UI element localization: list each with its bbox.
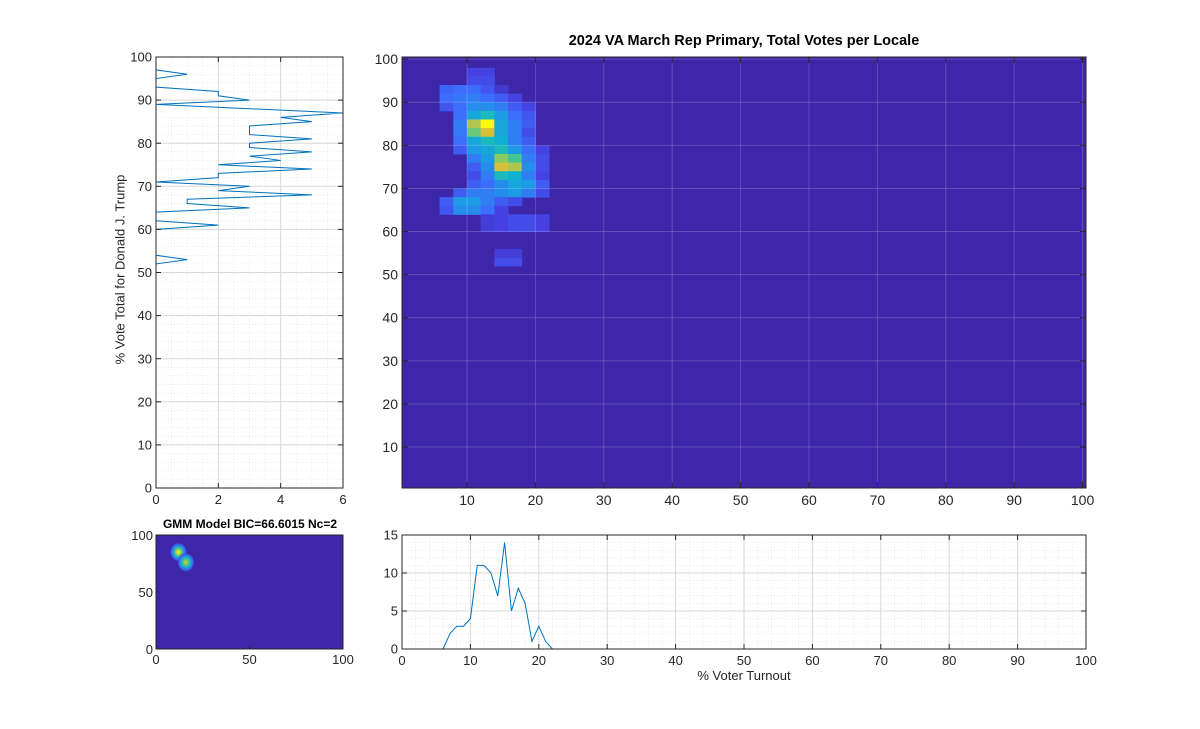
svg-text:50: 50 [733, 492, 749, 508]
svg-text:70: 70 [874, 653, 888, 668]
svg-text:90: 90 [1010, 653, 1024, 668]
svg-text:50: 50 [737, 653, 751, 668]
svg-text:40: 40 [668, 653, 682, 668]
svg-text:80: 80 [138, 136, 152, 151]
svg-text:20: 20 [138, 394, 152, 409]
svg-text:50: 50 [139, 585, 153, 600]
svg-text:30: 30 [600, 653, 614, 668]
svg-text:80: 80 [942, 653, 956, 668]
svg-text:100: 100 [130, 50, 152, 65]
svg-text:60: 60 [805, 653, 819, 668]
svg-text:60: 60 [138, 222, 152, 237]
svg-text:0: 0 [391, 642, 398, 657]
svg-text:10: 10 [459, 492, 475, 508]
svg-text:4: 4 [277, 492, 284, 507]
gmm-chart-title: GMM Model BIC=66.6015 Nc=2 [162, 517, 338, 531]
svg-text:30: 30 [596, 492, 612, 508]
svg-text:0: 0 [145, 481, 152, 496]
svg-text:10: 10 [384, 566, 398, 581]
svg-text:10: 10 [463, 653, 477, 668]
svg-text:30: 30 [138, 351, 152, 366]
svg-text:60: 60 [801, 492, 817, 508]
svg-text:60: 60 [382, 223, 398, 239]
svg-text:40: 40 [664, 492, 680, 508]
svg-text:50: 50 [382, 267, 398, 283]
turnout-axis-label: % Voter Turnout [697, 668, 791, 683]
svg-text:90: 90 [382, 94, 398, 110]
svg-text:40: 40 [138, 308, 152, 323]
svg-text:70: 70 [138, 179, 152, 194]
svg-text:0: 0 [152, 492, 159, 507]
svg-text:50: 50 [138, 265, 152, 280]
svg-text:10: 10 [138, 437, 152, 452]
svg-text:15: 15 [384, 528, 398, 543]
svg-text:80: 80 [938, 492, 954, 508]
svg-text:20: 20 [528, 492, 544, 508]
svg-text:0: 0 [152, 652, 159, 667]
svg-text:40: 40 [382, 310, 398, 326]
svg-text:90: 90 [1006, 492, 1022, 508]
svg-text:70: 70 [382, 180, 398, 196]
svg-text:100: 100 [375, 51, 399, 67]
svg-text:100: 100 [131, 528, 153, 543]
svg-text:70: 70 [870, 492, 886, 508]
main-chart-title: 2024 VA March Rep Primary, Total Votes p… [568, 33, 920, 49]
svg-text:50: 50 [242, 652, 256, 667]
svg-text:20: 20 [532, 653, 546, 668]
svg-text:2: 2 [215, 492, 222, 507]
svg-text:30: 30 [382, 353, 398, 369]
svg-text:5: 5 [391, 604, 398, 619]
svg-text:100: 100 [332, 652, 354, 667]
svg-text:10: 10 [382, 439, 398, 455]
svg-text:100: 100 [1075, 653, 1097, 668]
svg-text:20: 20 [382, 396, 398, 412]
svg-text:80: 80 [382, 137, 398, 153]
svg-text:90: 90 [138, 93, 152, 108]
svg-text:0: 0 [398, 653, 405, 668]
svg-text:100: 100 [1071, 492, 1095, 508]
svg-text:6: 6 [339, 492, 346, 507]
svg-text:0: 0 [146, 642, 153, 657]
